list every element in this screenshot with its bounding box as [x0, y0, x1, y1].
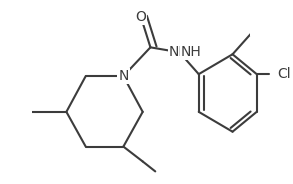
Text: Cl: Cl	[277, 67, 291, 81]
Text: N: N	[118, 69, 129, 83]
Text: N: N	[118, 69, 129, 83]
Text: Cl: Cl	[276, 67, 290, 81]
Text: NH: NH	[169, 45, 190, 59]
Text: O: O	[135, 10, 146, 24]
Text: NH: NH	[181, 45, 202, 59]
Text: O: O	[135, 10, 146, 24]
